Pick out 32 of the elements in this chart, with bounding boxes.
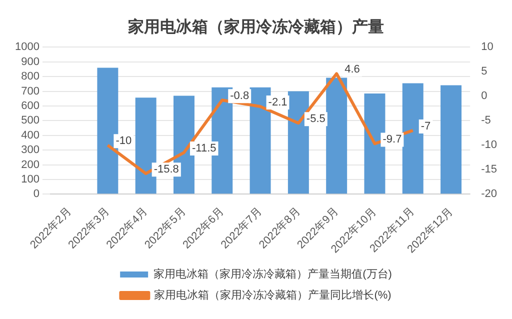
- y2-tick-label: -5: [481, 114, 491, 127]
- y-tick-label: 100: [21, 173, 40, 186]
- y-tick-label: 1000: [14, 41, 40, 54]
- data-label: -11.5: [192, 142, 216, 155]
- data-label: 4.6: [344, 64, 360, 76]
- y-tick-label: 300: [21, 144, 40, 156]
- data-label: -2.1: [268, 96, 288, 109]
- data-label: -0.8: [230, 90, 250, 102]
- y-tick-label: 900: [21, 56, 40, 68]
- data-label: -9.7: [382, 134, 402, 146]
- chart-title: 家用电冰箱（家用冷冻冷藏箱）产量: [127, 17, 384, 36]
- y2-tick-label: 0: [481, 90, 488, 102]
- data-label: -15.8: [154, 164, 179, 176]
- y-tick-label: 200: [21, 158, 40, 171]
- y2-tick-label: -15: [481, 164, 498, 176]
- y-tick-label: 700: [21, 85, 40, 98]
- y-tick-label: 400: [21, 129, 40, 142]
- legend-label: 家用电冰箱（家用冷冻冷藏箱）产量同比增长(%): [154, 288, 392, 302]
- data-label: -7: [420, 120, 431, 133]
- bar: [440, 85, 462, 194]
- y2-tick-label: 5: [481, 66, 488, 78]
- y-tick-label: 800: [21, 70, 40, 83]
- y-tick-label: 500: [21, 114, 40, 127]
- bar: [326, 78, 348, 194]
- legend-label: 家用电冰箱（家用冷冻冷藏箱）产量当期值(万台): [154, 268, 392, 281]
- y-tick-label: 0: [33, 188, 40, 200]
- y2-tick-label: -10: [481, 139, 498, 152]
- y-tick-label: 600: [21, 100, 40, 112]
- data-label: -10: [116, 135, 132, 148]
- data-label: -5.5: [306, 113, 326, 126]
- y2-tick-label: 10: [481, 41, 494, 54]
- y2-tick-label: -20: [481, 188, 498, 200]
